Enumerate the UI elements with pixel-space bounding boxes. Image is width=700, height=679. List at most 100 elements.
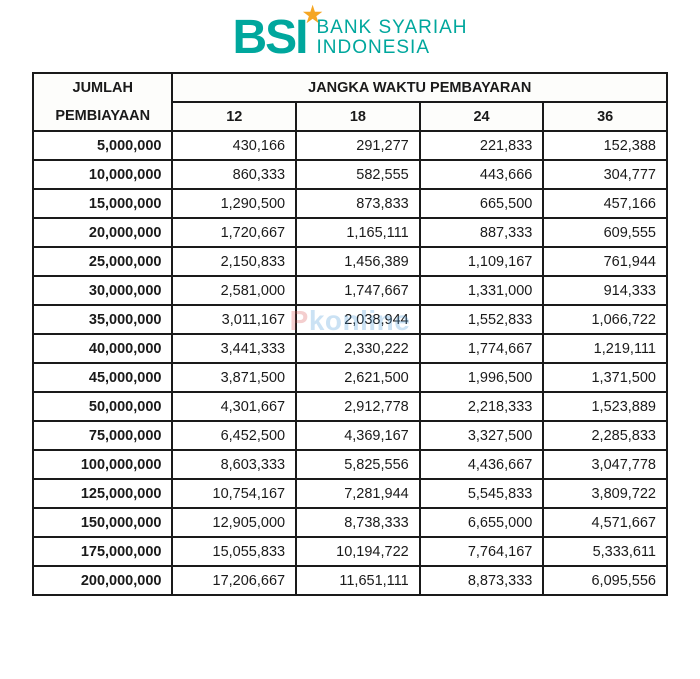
cell-amount: 125,000,000 [33, 479, 172, 508]
table-row: 35,000,0003,011,1672,038,9441,552,8331,0… [33, 305, 667, 334]
table-row: 50,000,0004,301,6672,912,7782,218,3331,5… [33, 392, 667, 421]
cell-value: 873,833 [296, 189, 420, 218]
cell-value: 6,095,556 [543, 566, 667, 595]
brand-header: BSI ★ BANK SYARIAH INDONESIA [0, 0, 700, 72]
cell-value: 17,206,667 [172, 566, 296, 595]
table-row: 75,000,0006,452,5004,369,1673,327,5002,2… [33, 421, 667, 450]
header-jumlah-top: JUMLAH [33, 73, 172, 102]
cell-value: 1,165,111 [296, 218, 420, 247]
table-row: 150,000,00012,905,0008,738,3336,655,0004… [33, 508, 667, 537]
cell-value: 291,277 [296, 131, 420, 160]
cell-amount: 150,000,000 [33, 508, 172, 537]
brand-logo-mark: BSI ★ [232, 14, 306, 62]
table-row: 125,000,00010,754,1677,281,9445,545,8333… [33, 479, 667, 508]
cell-value: 430,166 [172, 131, 296, 160]
cell-value: 1,720,667 [172, 218, 296, 247]
cell-value: 1,523,889 [543, 392, 667, 421]
cell-value: 5,545,833 [420, 479, 544, 508]
table-body: 5,000,000430,166291,277221,833152,38810,… [33, 131, 667, 595]
cell-value: 3,441,333 [172, 334, 296, 363]
cell-amount: 10,000,000 [33, 160, 172, 189]
cell-amount: 175,000,000 [33, 537, 172, 566]
cell-amount: 45,000,000 [33, 363, 172, 392]
cell-value: 11,651,111 [296, 566, 420, 595]
cell-value: 1,371,500 [543, 363, 667, 392]
cell-value: 3,871,500 [172, 363, 296, 392]
brand-line-2: INDONESIA [316, 38, 467, 58]
cell-value: 3,809,722 [543, 479, 667, 508]
cell-value: 1,331,000 [420, 276, 544, 305]
header-period-36: 36 [543, 102, 667, 131]
cell-value: 3,327,500 [420, 421, 544, 450]
table-row: 30,000,0002,581,0001,747,6671,331,000914… [33, 276, 667, 305]
cell-value: 1,774,667 [420, 334, 544, 363]
cell-value: 2,330,222 [296, 334, 420, 363]
cell-amount: 35,000,000 [33, 305, 172, 334]
cell-value: 1,109,167 [420, 247, 544, 276]
cell-value: 2,038,944 [296, 305, 420, 334]
cell-value: 2,621,500 [296, 363, 420, 392]
header-jumlah-bottom: PEMBIAYAAN [33, 102, 172, 131]
brand-line-1: BANK SYARIAH [316, 18, 467, 38]
cell-value: 6,655,000 [420, 508, 544, 537]
cell-amount: 20,000,000 [33, 218, 172, 247]
cell-value: 221,833 [420, 131, 544, 160]
table-row: 5,000,000430,166291,277221,833152,388 [33, 131, 667, 160]
cell-amount: 5,000,000 [33, 131, 172, 160]
cell-value: 582,555 [296, 160, 420, 189]
cell-value: 2,285,833 [543, 421, 667, 450]
table-row: 175,000,00015,055,83310,194,7227,764,167… [33, 537, 667, 566]
cell-value: 10,194,722 [296, 537, 420, 566]
cell-value: 609,555 [543, 218, 667, 247]
cell-value: 4,369,167 [296, 421, 420, 450]
brand-logo-text: BANK SYARIAH INDONESIA [316, 18, 467, 58]
cell-amount: 30,000,000 [33, 276, 172, 305]
cell-value: 761,944 [543, 247, 667, 276]
table-row: 20,000,0001,720,6671,165,111887,333609,5… [33, 218, 667, 247]
cell-value: 12,905,000 [172, 508, 296, 537]
cell-value: 2,150,833 [172, 247, 296, 276]
cell-value: 1,219,111 [543, 334, 667, 363]
cell-value: 15,055,833 [172, 537, 296, 566]
table-row: 200,000,00017,206,66711,651,1118,873,333… [33, 566, 667, 595]
cell-value: 8,603,333 [172, 450, 296, 479]
table-header: JUMLAH JANGKA WAKTU PEMBAYARAN PEMBIAYAA… [33, 73, 667, 131]
cell-value: 3,011,167 [172, 305, 296, 334]
cell-value: 1,066,722 [543, 305, 667, 334]
cell-amount: 75,000,000 [33, 421, 172, 450]
cell-amount: 25,000,000 [33, 247, 172, 276]
header-period-24: 24 [420, 102, 544, 131]
cell-amount: 40,000,000 [33, 334, 172, 363]
cell-value: 304,777 [543, 160, 667, 189]
header-period-12: 12 [172, 102, 296, 131]
cell-value: 152,388 [543, 131, 667, 160]
table-row: 100,000,0008,603,3335,825,5564,436,6673,… [33, 450, 667, 479]
cell-value: 443,666 [420, 160, 544, 189]
financing-table: JUMLAH JANGKA WAKTU PEMBAYARAN PEMBIAYAA… [32, 72, 668, 596]
cell-value: 457,166 [543, 189, 667, 218]
cell-value: 2,581,000 [172, 276, 296, 305]
cell-value: 1,456,389 [296, 247, 420, 276]
cell-value: 4,301,667 [172, 392, 296, 421]
table-row: 10,000,000860,333582,555443,666304,777 [33, 160, 667, 189]
cell-value: 8,738,333 [296, 508, 420, 537]
header-jangka: JANGKA WAKTU PEMBAYARAN [172, 73, 667, 102]
table-row: 15,000,0001,290,500873,833665,500457,166 [33, 189, 667, 218]
cell-value: 1,996,500 [420, 363, 544, 392]
brand-mark-text: BSI [232, 11, 306, 64]
cell-value: 1,552,833 [420, 305, 544, 334]
cell-value: 8,873,333 [420, 566, 544, 595]
cell-value: 1,290,500 [172, 189, 296, 218]
star-icon: ★ [303, 4, 321, 26]
cell-value: 6,452,500 [172, 421, 296, 450]
cell-value: 7,764,167 [420, 537, 544, 566]
cell-amount: 100,000,000 [33, 450, 172, 479]
table-row: 40,000,0003,441,3332,330,2221,774,6671,2… [33, 334, 667, 363]
cell-value: 1,747,667 [296, 276, 420, 305]
cell-value: 914,333 [543, 276, 667, 305]
cell-amount: 15,000,000 [33, 189, 172, 218]
table-row: 45,000,0003,871,5002,621,5001,996,5001,3… [33, 363, 667, 392]
cell-value: 860,333 [172, 160, 296, 189]
cell-value: 2,912,778 [296, 392, 420, 421]
cell-value: 3,047,778 [543, 450, 667, 479]
